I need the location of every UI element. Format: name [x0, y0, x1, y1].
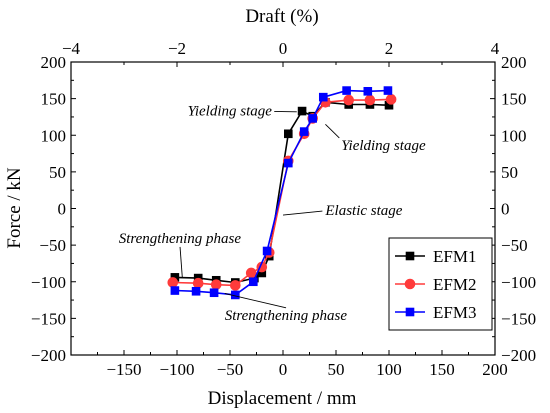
- y2-tick-label: −200: [501, 346, 536, 365]
- annotation-label: Yielding stage: [188, 103, 273, 119]
- data-point-efm2: [343, 94, 355, 106]
- data-point-efm3: [262, 246, 272, 256]
- y2-tick-label: −50: [501, 236, 528, 255]
- legend-marker: [404, 278, 416, 290]
- data-point-efm1: [170, 273, 180, 282]
- data-point-efm1: [297, 106, 307, 116]
- y-tick-label: −50: [39, 236, 66, 255]
- data-point-efm3: [342, 86, 351, 95]
- x-tick-label: −50: [217, 360, 244, 379]
- y-tick-label: −150: [31, 309, 66, 328]
- legend-marker: [405, 251, 415, 261]
- y2-tick-label: 50: [501, 163, 518, 182]
- x-tick-label: −150: [106, 360, 141, 379]
- x2-tick-label: 0: [279, 39, 288, 58]
- annotation-leader: [282, 210, 323, 216]
- data-point-efm2: [245, 267, 257, 279]
- data-point-efm1: [384, 100, 394, 110]
- data-point-efm2: [167, 277, 179, 288]
- y-tick-label: −100: [31, 273, 66, 292]
- y2-tick-label: 0: [501, 200, 510, 219]
- series-efm3: [170, 86, 393, 300]
- x2-axis-title: Draft (%): [245, 6, 318, 27]
- x2-tick-label: 2: [385, 39, 394, 58]
- y2-tick-label: −150: [501, 309, 536, 328]
- data-point-efm3: [231, 290, 240, 300]
- y2-tick-label: 100: [501, 126, 527, 145]
- y-tick-label: 50: [49, 163, 66, 182]
- data-point-efm3: [383, 86, 393, 95]
- legend-marker: [405, 307, 415, 317]
- annotations-layer: Yielding stage Yielding stage Elastic stag…: [119, 103, 426, 323]
- annotation-label: Elastic stage: [324, 203, 402, 219]
- annotation-label: Strengthening phase: [119, 231, 242, 247]
- annotation-leader: [179, 246, 183, 278]
- data-point-efm3: [284, 158, 293, 168]
- annotation-leader: [224, 293, 287, 309]
- series-layer: [167, 86, 397, 300]
- data-point-efm2: [210, 279, 222, 290]
- annotation-label: Yielding stage: [341, 138, 426, 154]
- y-tick-label: 0: [58, 200, 67, 219]
- x2-tick-label: −2: [168, 39, 186, 58]
- y2-tick-label: 200: [501, 53, 527, 72]
- x-tick-label: 0: [279, 360, 288, 379]
- data-point-efm2: [192, 277, 204, 289]
- data-point-efm3: [191, 286, 201, 296]
- x-tick-label: 200: [482, 360, 508, 379]
- x-axis-title: Displacement / mm: [208, 388, 357, 409]
- x2-tick-label: 4: [491, 39, 500, 58]
- y-axis-title: Force / kN: [4, 167, 25, 249]
- series-line-efm3: [174, 89, 388, 296]
- data-point-efm3: [209, 288, 219, 298]
- x-tick-label: 150: [429, 360, 455, 379]
- y-tick-label: −200: [31, 346, 66, 365]
- data-point-efm3: [170, 286, 180, 295]
- data-point-efm3: [363, 87, 373, 96]
- data-point-efm2: [385, 94, 397, 105]
- data-point-efm3: [299, 127, 309, 136]
- y2-tick-label: −100: [501, 273, 536, 292]
- x-tick-label: 100: [376, 360, 402, 379]
- annotation-label: Strengthening phase: [225, 308, 348, 324]
- x2-tick-label: −4: [62, 39, 81, 58]
- data-point-efm3: [308, 114, 317, 123]
- x-tick-label: 50: [328, 360, 345, 379]
- legend-label: EFM3: [433, 303, 476, 322]
- legend: EFM1 EFM2 EFM3: [388, 237, 493, 331]
- data-point-efm3: [249, 277, 258, 287]
- y-tick-label: 200: [41, 53, 67, 72]
- annotation-leader: [325, 123, 340, 139]
- data-point-efm2: [230, 280, 241, 291]
- y-tick-label: 150: [41, 90, 67, 109]
- data-point-efm2: [364, 94, 376, 106]
- x-tick-label: −100: [159, 360, 194, 379]
- legend-label: EFM2: [433, 275, 476, 294]
- y-tick-label: 100: [41, 126, 67, 145]
- legend-label: EFM1: [433, 247, 476, 266]
- data-point-efm3: [318, 92, 328, 102]
- y2-tick-label: 150: [501, 90, 527, 109]
- axis-ticks: −150 −100 −50 0 50 100 150 200−4 −2 0 2 4−200 −200−1…: [31, 39, 536, 379]
- data-point-efm1: [257, 268, 267, 278]
- data-point-efm1: [284, 129, 293, 139]
